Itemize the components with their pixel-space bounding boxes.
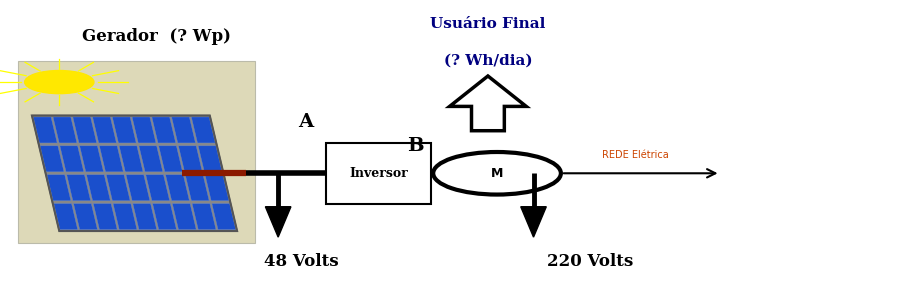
Text: (? Wh/dia): (? Wh/dia) [443, 54, 532, 68]
Polygon shape [198, 146, 222, 172]
Polygon shape [171, 117, 195, 143]
Polygon shape [79, 146, 104, 172]
Polygon shape [40, 146, 64, 172]
Polygon shape [46, 175, 71, 201]
Polygon shape [165, 175, 189, 201]
Polygon shape [211, 204, 236, 230]
Polygon shape [133, 204, 157, 230]
Bar [18, 61, 255, 243]
Polygon shape [138, 146, 163, 172]
Polygon shape [32, 116, 237, 231]
Polygon shape [146, 175, 169, 201]
Polygon shape [185, 175, 209, 201]
Polygon shape [60, 146, 84, 172]
Polygon shape [67, 175, 90, 201]
Polygon shape [73, 117, 97, 143]
Polygon shape [205, 175, 229, 201]
Polygon shape [179, 146, 202, 172]
Polygon shape [112, 117, 136, 143]
Text: 220 Volts: 220 Volts [547, 253, 633, 270]
Polygon shape [74, 204, 97, 230]
Polygon shape [87, 175, 110, 201]
Polygon shape [192, 204, 216, 230]
Text: B: B [406, 137, 423, 155]
Text: Inversor: Inversor [349, 167, 407, 180]
Polygon shape [113, 204, 137, 230]
Polygon shape [93, 204, 118, 230]
Bar [326, 143, 431, 204]
Text: M: M [490, 167, 503, 180]
Circle shape [25, 71, 94, 94]
Polygon shape [53, 117, 77, 143]
Polygon shape [99, 146, 123, 172]
Polygon shape [126, 175, 149, 201]
Polygon shape [172, 204, 196, 230]
Text: 48 Volts: 48 Volts [264, 253, 339, 270]
Polygon shape [151, 117, 176, 143]
Circle shape [433, 152, 560, 195]
Polygon shape [159, 146, 182, 172]
Polygon shape [152, 204, 177, 230]
Polygon shape [265, 207, 291, 237]
Polygon shape [132, 117, 156, 143]
Text: Gerador  (? Wp): Gerador (? Wp) [82, 28, 230, 45]
Polygon shape [191, 117, 215, 143]
Polygon shape [119, 146, 143, 172]
Text: REDE Elétrica: REDE Elétrica [601, 150, 668, 160]
Text: A: A [298, 112, 312, 131]
Polygon shape [106, 175, 130, 201]
Polygon shape [54, 204, 77, 230]
Polygon shape [520, 207, 546, 237]
Polygon shape [92, 117, 117, 143]
Text: Usuário Final: Usuário Final [430, 17, 545, 31]
Polygon shape [33, 117, 57, 143]
Polygon shape [449, 76, 526, 131]
